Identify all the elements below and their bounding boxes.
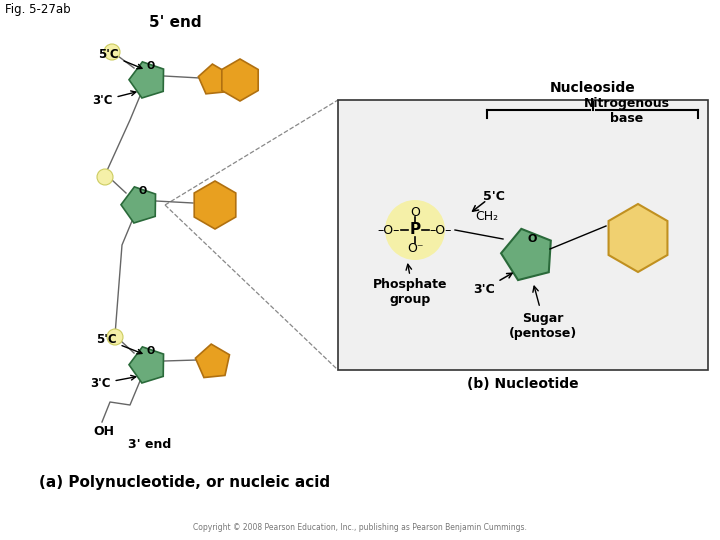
Text: 5'C: 5'C — [483, 190, 505, 202]
Circle shape — [107, 329, 123, 345]
Polygon shape — [195, 344, 230, 377]
Text: O: O — [139, 186, 147, 196]
Text: (b) Nucleotide: (b) Nucleotide — [467, 377, 579, 391]
Text: 5'C: 5'C — [96, 333, 142, 354]
Polygon shape — [608, 204, 667, 272]
Text: P: P — [410, 222, 420, 238]
Text: Nitrogenous
base: Nitrogenous base — [584, 97, 670, 125]
Text: 5' end: 5' end — [149, 15, 202, 30]
FancyBboxPatch shape — [338, 100, 708, 370]
Text: 3'C: 3'C — [473, 273, 512, 296]
Text: (a) Polynucleotide, or nucleic acid: (a) Polynucleotide, or nucleic acid — [40, 475, 330, 489]
Text: –O–: –O– — [430, 224, 452, 237]
Polygon shape — [199, 64, 229, 94]
Text: 3'C: 3'C — [92, 91, 136, 107]
Text: O: O — [147, 346, 155, 356]
Text: O: O — [147, 61, 155, 71]
Text: Nucleoside: Nucleoside — [549, 81, 635, 95]
Polygon shape — [501, 229, 551, 280]
Text: –O–: –O– — [378, 224, 400, 237]
Circle shape — [97, 169, 113, 185]
Polygon shape — [129, 347, 163, 383]
Text: O: O — [410, 206, 420, 219]
Polygon shape — [194, 181, 235, 229]
Text: Sugar
(pentose): Sugar (pentose) — [509, 312, 577, 340]
Text: 3' end: 3' end — [128, 438, 171, 451]
Text: OH: OH — [93, 425, 114, 438]
Text: CH₂: CH₂ — [475, 210, 498, 222]
Circle shape — [385, 200, 445, 260]
Text: Copyright © 2008 Pearson Education, Inc., publishing as Pearson Benjamin Cumming: Copyright © 2008 Pearson Education, Inc.… — [193, 523, 527, 532]
Text: O⁻: O⁻ — [407, 242, 423, 255]
Polygon shape — [121, 187, 156, 223]
Text: Fig. 5-27ab: Fig. 5-27ab — [5, 3, 71, 16]
Text: 3'C: 3'C — [90, 375, 136, 390]
Text: 5'C: 5'C — [98, 48, 142, 69]
Circle shape — [104, 44, 120, 60]
Polygon shape — [129, 62, 163, 98]
Text: Phosphate
group: Phosphate group — [373, 278, 447, 306]
Polygon shape — [222, 59, 258, 101]
Text: O: O — [527, 234, 536, 244]
